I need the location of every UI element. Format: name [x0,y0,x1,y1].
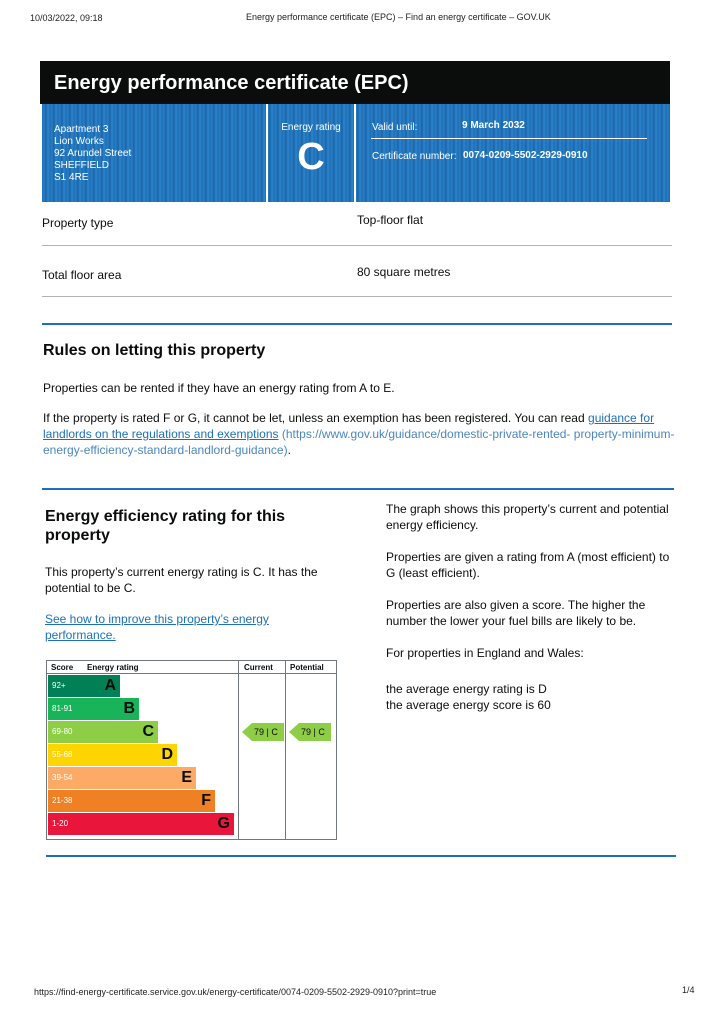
explanation-paragraph: Properties are given a rating from A (mo… [386,550,670,580]
band-letter: E [181,769,192,786]
rules-guidance-text: If the property is rated F or G, it cann… [43,411,585,425]
landlord-guidance-url[interactable]: property-minimum-energy-efficiency-stand… [43,427,675,457]
band-score-range: 92+ [52,681,66,690]
floor-area-label: Total floor area [42,268,122,282]
rating-band-bar: 21-38 F [48,790,215,812]
band-letter: B [123,700,135,717]
current-column-header: Current [244,663,273,672]
energy-rating-label: Energy rating [281,122,341,133]
address-line: Lion Works [54,136,104,147]
rules-heading: Rules on letting this property [43,342,266,359]
current-rating-text: This property’s current energy rating is… [45,565,318,595]
graph-column-line [285,661,286,839]
row-separator [42,245,672,246]
floor-area-value: 80 square metres [357,265,451,279]
band-score-range: 69-80 [52,727,73,736]
efficiency-heading: Energy efficiency rating for this proper… [45,508,286,544]
section-divider [42,323,672,325]
efficiency-explanation: The graph shows this property’s current … [386,501,678,713]
property-type-value: Top-floor flat [357,213,424,227]
band-letter: C [142,723,154,740]
property-address: Apartment 3 Lion Works 92 Arundel Street… [54,124,131,184]
current-rating-arrow: 79 | C [242,723,284,741]
rating-band-bar: 69-80 C [48,721,158,743]
rating-band-bar: 81-91 B [48,698,139,720]
band-score-range: 21-38 [52,796,73,805]
potential-column-header: Potential [290,663,324,672]
current-score: 79 | C [254,727,278,737]
rating-band-bar: 39-54 E [48,767,196,789]
landlord-guidance-link[interactable]: guidance for landlords on the regulation… [43,411,655,441]
explanation-paragraph: The graph shows this property’s current … [386,502,669,532]
address-line: Apartment 3 [54,124,109,135]
print-page-number: 1/4 [682,985,695,995]
rating-band-bar: 92+ A [48,675,120,697]
rating-band-a: 92+ A [47,675,238,698]
potential-score: 79 | C [301,727,325,737]
certificate-number-label: Certificate number: [372,151,457,162]
graph-column-line [238,661,239,839]
rating-band-bar: 1-20 G [48,813,234,835]
landlord-guidance-url[interactable]: (https://www.gov.uk/guidance/domestic-pr… [281,427,571,441]
rating-bands: 92+ A 81-91 B 69-80 C 55-68 D 39-54 E 21-38 F 1-20 G [47,674,336,839]
rating-band-g: 1-20 G [47,813,238,836]
property-type-label: Property type [42,216,114,230]
address-line: 92 Arundel Street [54,148,132,159]
address-line: SHEFFIELD [54,160,110,171]
average-score-text: the average energy score is 60 [386,698,551,712]
print-date: 10/03/2022, 09:18 [30,13,103,23]
band-letter: F [201,792,211,809]
rating-band-d: 55-68 D [47,744,238,767]
rating-band-e: 39-54 E [47,767,238,790]
certificate-number: 0074-0209-5502-2929-0910 [463,150,588,161]
banner-divider [266,104,268,202]
arrow-shape [242,723,284,741]
valid-until-date: 9 March 2032 [462,120,525,131]
energy-rating-graph: Score Energy rating Current Potential 92… [46,660,337,840]
graph-header-rule [47,673,336,674]
print-url: https://find-energy-certificate.service.… [34,987,437,997]
score-column-header: Score [51,663,74,672]
average-rating-text: the average energy rating is D [386,682,547,696]
banner-divider [354,104,356,202]
band-score-range: 1-20 [52,819,69,828]
explanation-paragraph: For properties in England and Wales: [386,646,584,660]
explanation-paragraph: Properties are also given a score. The h… [386,598,646,628]
valid-until-label: Valid until: [372,122,418,133]
rating-band-f: 21-38 F [47,790,238,813]
rules-guidance-paragraph: If the property is rated F or G, it cann… [43,410,675,458]
banner-rule [371,138,647,139]
rating-column-header: Energy rating [87,663,139,672]
arrow-shape [289,723,331,741]
potential-rating-arrow: 79 | C [289,723,331,741]
band-letter: G [217,815,230,832]
rating-band-b: 81-91 B [47,698,238,721]
band-score-range: 39-54 [52,773,73,782]
rating-band-c: 69-80 C [47,721,238,744]
rules-paragraph: Properties can be rented if they have an… [43,381,395,395]
page-title: Energy performance certificate (EPC) [40,61,670,104]
print-title: Energy performance certificate (EPC) – F… [246,12,551,22]
band-score-range: 81-91 [52,704,73,713]
certificate-banner: Apartment 3 Lion Works 92 Arundel Street… [42,104,670,202]
band-letter: A [104,677,116,694]
section-divider [42,488,674,490]
improve-performance-link[interactable]: See how to improve this property’s energ… [45,612,269,642]
section-divider [46,855,676,857]
band-letter: D [161,746,173,763]
sentence-end: . [287,443,291,457]
address-line: S1 4RE [54,172,89,183]
rating-band-bar: 55-68 D [48,744,177,766]
row-separator [42,296,672,297]
energy-rating-value: C [297,136,325,178]
band-score-range: 55-68 [52,750,73,759]
